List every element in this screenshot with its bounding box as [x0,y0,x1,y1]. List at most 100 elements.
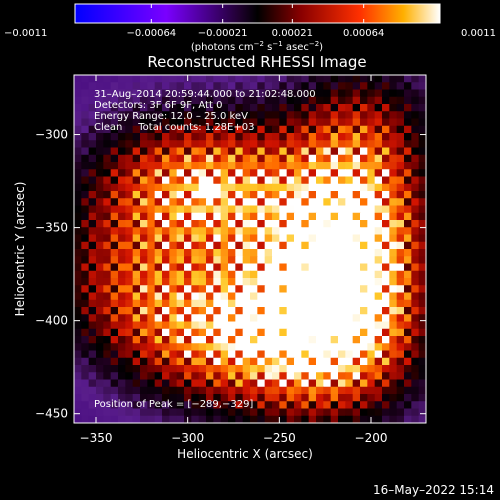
heatmap-cell [418,357,426,366]
heatmap-cell [88,75,97,83]
heatmap-cell [81,75,90,83]
heatmap-cell [404,125,412,134]
heatmap-cell [411,307,420,315]
heatmap-cell [118,394,126,402]
heatmap-cell [272,82,280,91]
heatmap-cell [125,96,134,105]
heatmap-cell [220,154,229,163]
heatmap-cell [220,75,229,83]
heatmap-cell [250,365,258,373]
heatmap-cell [301,408,310,417]
heatmap-cell [338,249,346,257]
heatmap-cell [154,227,163,236]
heatmap-cell [154,140,163,149]
heatmap-cell [294,365,302,373]
heatmap-cell [323,82,332,91]
heatmap-cell [308,154,317,163]
y-tick-label: −350 [35,221,68,235]
heatmap-cell [198,111,207,120]
heatmap-cell [272,299,280,308]
heatmap-cell [286,111,295,120]
heatmap-cell [257,154,266,163]
heatmap-cell [81,285,90,294]
heatmap-cell [250,401,258,410]
heatmap-cell [206,328,214,337]
heatmap-cell [301,191,310,199]
heatmap-cell [286,336,295,344]
heatmap-cell [286,154,295,163]
heatmap-cell [389,89,398,98]
heatmap-cell [184,198,192,207]
heatmap-cell [81,249,90,257]
heatmap-cell [110,249,119,257]
heatmap-cell [396,278,405,286]
heatmap-cell [154,285,163,294]
heatmap-cell [96,125,104,134]
heatmap-cell [250,82,258,91]
heatmap-cell [140,125,148,134]
heatmap-cell [294,408,302,417]
heatmap-cell [308,198,317,207]
heatmap-cell [272,96,280,105]
heatmap-cell [176,183,185,192]
heatmap-cell [228,183,236,192]
heatmap-cell [162,256,170,265]
heatmap-cell [184,270,192,279]
heatmap-cell [154,96,163,105]
heatmap-cell [301,133,310,141]
heatmap-cell [235,307,244,315]
heatmap-cell [404,379,412,388]
heatmap-cell [411,386,420,395]
heatmap-cell [404,321,412,330]
heatmap-cell [140,357,148,366]
heatmap-cell [125,220,134,228]
heatmap-cell [198,343,207,352]
heatmap-cell [198,278,207,286]
heatmap-cell [176,415,185,423]
heatmap-cell [294,249,302,257]
heatmap-cell [316,118,324,127]
heatmap-cell [103,408,112,417]
heatmap-cell [81,415,90,423]
heatmap-cell [286,169,295,178]
heatmap-cell [257,307,266,315]
heatmap-cell [389,321,398,330]
heatmap-cell [169,169,178,178]
heatmap-cell [345,104,354,112]
heatmap-cell [389,234,398,243]
heatmap-cell [294,118,302,127]
heatmap-cell [206,133,214,141]
heatmap-cell [294,292,302,301]
heatmap-cell [132,386,141,395]
heatmap-cell [184,205,192,214]
heatmap-cell [198,379,207,388]
heatmap-cell [411,263,420,272]
heatmap-cell [176,408,185,417]
heatmap-cell [220,292,229,301]
heatmap-cell [235,336,244,344]
heatmap-cell [330,198,339,207]
heatmap-cell [272,328,280,337]
heatmap-cell [213,205,222,214]
heatmap-cell [264,169,273,178]
heatmap-cell [352,191,361,199]
heatmap-cell [118,82,126,91]
heatmap-cell [147,169,156,178]
heatmap-cell [235,350,244,359]
heatmap-cell [118,270,126,279]
heatmap-cell [132,357,141,366]
heatmap-cell [220,307,229,315]
heatmap-cell [374,169,383,178]
heatmap-cell [132,365,141,373]
heatmap-cell [301,241,310,250]
heatmap-cell [250,343,258,352]
heatmap-cell [140,183,148,192]
heatmap-cell [411,198,420,207]
heatmap-cell [147,234,156,243]
heatmap-cell [118,118,126,127]
heatmap-cell [338,154,346,163]
heatmap-cell [228,191,236,199]
heatmap-cell [169,212,178,221]
heatmap-cell [125,75,134,83]
heatmap-cell [316,133,324,141]
